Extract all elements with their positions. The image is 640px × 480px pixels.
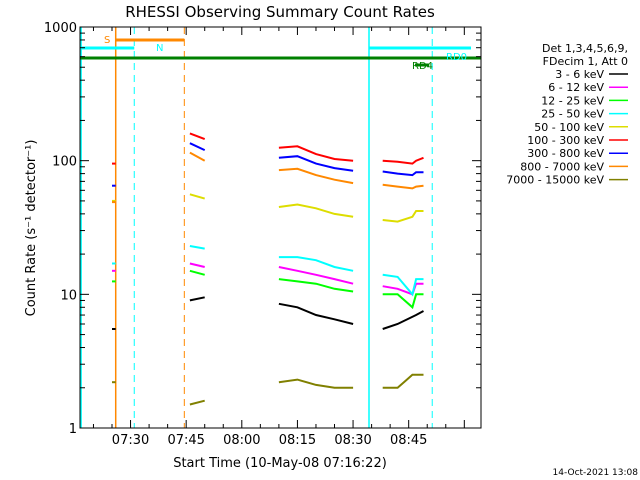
series-line bbox=[189, 132, 206, 141]
series-line bbox=[189, 262, 205, 268]
series-line bbox=[382, 183, 424, 190]
series-line bbox=[278, 278, 354, 293]
footer-date: 14-Oct-2021 13:08 bbox=[553, 468, 639, 478]
series-line bbox=[189, 142, 206, 152]
y-axis-label: Count Rate (s⁻¹ detector⁻¹) bbox=[24, 140, 39, 317]
rd4-label: RD4 bbox=[412, 61, 433, 72]
series-line bbox=[382, 210, 424, 223]
y-tick-label: 1 bbox=[69, 422, 77, 437]
y-tick-label: 100 bbox=[52, 155, 77, 170]
legend-label: 7000 - 15000 keV bbox=[506, 174, 604, 187]
y-tick-label: 10 bbox=[60, 288, 77, 303]
legend-label: 12 - 25 keV bbox=[541, 94, 604, 107]
x-tick-label: 08:45 bbox=[390, 433, 427, 448]
night-label: N bbox=[156, 43, 163, 54]
axis-ticks: 07:30 07:45 08:00 08:15 08:30 08:45 1 10 100 1000 bbox=[44, 21, 481, 448]
x-axis-label: Start Time (10-May-08 07:16:22) bbox=[173, 456, 387, 471]
x-tick-label: 08:15 bbox=[279, 433, 316, 448]
x-tick-label: 08:30 bbox=[334, 433, 371, 448]
chart-title: RHESSI Observing Summary Count Rates bbox=[125, 3, 435, 21]
legend-label: 25 - 50 keV bbox=[541, 108, 604, 121]
series-line bbox=[189, 296, 205, 302]
vertical-markers bbox=[80, 27, 433, 428]
series-line bbox=[382, 156, 424, 165]
series-line bbox=[189, 193, 205, 200]
series-line bbox=[382, 373, 424, 389]
series-line bbox=[278, 378, 354, 389]
legend-label: 50 - 100 keV bbox=[534, 121, 604, 134]
legend-header-2: FDecim 1, Att 0 bbox=[543, 55, 628, 68]
series-line bbox=[278, 155, 354, 172]
series-line bbox=[382, 293, 424, 310]
series-line bbox=[189, 151, 206, 162]
series-line bbox=[382, 310, 424, 330]
legend-label: 3 - 6 keV bbox=[555, 68, 604, 81]
series-line bbox=[189, 245, 205, 250]
x-tick-label: 07:30 bbox=[112, 433, 149, 448]
series-line bbox=[278, 256, 354, 272]
series-line bbox=[278, 145, 354, 162]
x-tick-label: 07:45 bbox=[167, 433, 204, 448]
series-line bbox=[278, 203, 354, 218]
legend-label: 300 - 800 keV bbox=[527, 147, 604, 160]
x-tick-label: 08:00 bbox=[223, 433, 260, 448]
series-line bbox=[278, 302, 354, 325]
series-line bbox=[189, 399, 205, 406]
y-tick-label: 1000 bbox=[44, 21, 77, 36]
series-layer bbox=[112, 132, 424, 406]
legend-header-1: Det 1,3,4,5,6,9, bbox=[542, 42, 628, 55]
series-line bbox=[278, 266, 354, 285]
legend: Det 1,3,4,5,6,9, FDecim 1, Att 0 3 - 6 k… bbox=[506, 42, 628, 187]
legend-label: 6 - 12 keV bbox=[548, 81, 604, 94]
series-line bbox=[189, 269, 205, 276]
annotation-layer: S N RD0 RD4 bbox=[80, 35, 481, 72]
series-line bbox=[278, 167, 354, 185]
series-line bbox=[382, 273, 424, 297]
series-line bbox=[382, 282, 424, 296]
plot-frame bbox=[79, 26, 482, 429]
rd0-label: RD0 bbox=[446, 52, 467, 63]
saa-label: S bbox=[104, 35, 110, 46]
legend-label: 800 - 7000 keV bbox=[520, 160, 604, 173]
legend-label: 100 - 300 keV bbox=[527, 134, 604, 147]
series-line bbox=[382, 170, 424, 177]
